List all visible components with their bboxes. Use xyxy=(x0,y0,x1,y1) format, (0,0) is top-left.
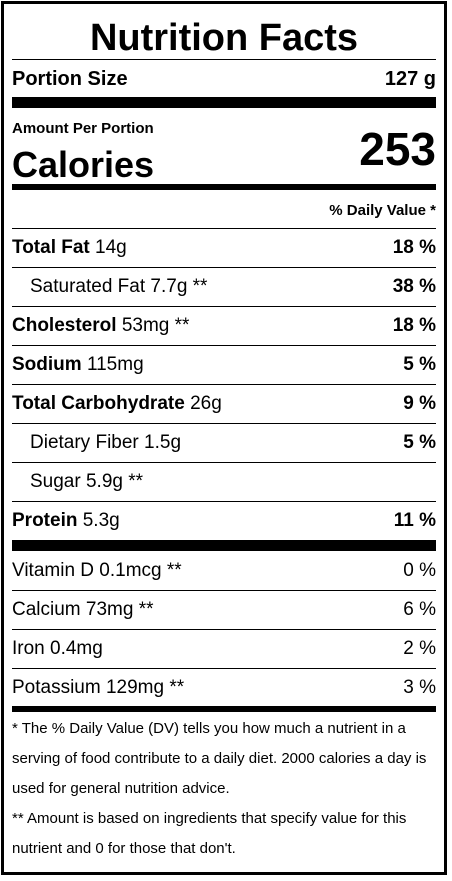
nutrient-dv: 5 % xyxy=(403,354,436,375)
nutrient-name: Saturated Fat xyxy=(30,276,146,297)
nutrient-amount: 14g xyxy=(95,237,127,258)
divider-medium xyxy=(12,184,436,190)
nutrient-dv: 18 % xyxy=(392,315,436,336)
vitamin-dv: 2 % xyxy=(403,638,436,659)
nutrient-dv: 11 % xyxy=(393,510,436,531)
portion-size-label: Portion Size xyxy=(12,67,128,90)
portion-size-value: 127 g xyxy=(384,67,436,90)
nutrient-row-protein: Protein 5.3g 11 % xyxy=(12,502,436,540)
divider xyxy=(12,590,436,591)
nutrient-name: Sugar xyxy=(30,471,81,492)
vitamin-text: Iron 0.4mg xyxy=(12,638,103,659)
vitamin-text: Vitamin D 0.1mcg ** xyxy=(12,560,182,581)
vitamin-row-iron: Iron 0.4mg 2 % xyxy=(12,630,436,668)
nutrient-amount: 26g xyxy=(190,393,222,414)
nutrient-amount: 53mg ** xyxy=(121,315,190,336)
footnote-daily-value: * The % Daily Value (DV) tells you how m… xyxy=(12,720,427,797)
nutrient-dv: 18 % xyxy=(392,237,436,258)
divider xyxy=(12,267,436,268)
vitamin-dv: 6 % xyxy=(403,599,436,620)
calories-label: Calories xyxy=(12,144,155,185)
vitamin-dv: 3 % xyxy=(403,677,436,698)
nutrient-dv: 5 % xyxy=(403,432,436,453)
nutrient-dv: 38 % xyxy=(392,276,436,297)
divider-thick xyxy=(12,97,436,108)
divider xyxy=(12,501,436,502)
nutrient-name: Cholesterol xyxy=(12,315,117,336)
nutrient-amount: 115mg xyxy=(86,354,144,375)
label-title: Nutrition Facts xyxy=(89,17,359,59)
nutrient-row-saturated-fat: Saturated Fat 7.7g ** 38 % xyxy=(12,268,436,306)
divider xyxy=(12,384,436,385)
nutrient-row-sodium: Sodium 115mg 5 % xyxy=(12,346,436,384)
nutrient-row-cholesterol: Cholesterol 53mg ** 18 % xyxy=(12,307,436,345)
calories-value: 253 xyxy=(359,123,436,175)
nutrient-name: Protein xyxy=(12,510,78,531)
divider-thick xyxy=(12,540,436,551)
nutrient-name: Total Fat xyxy=(12,237,90,258)
nutrient-amount: 1.5g xyxy=(144,432,182,453)
nutrient-row-total-carbohydrate: Total Carbohydrate 26g 9 % xyxy=(12,385,436,423)
vitamin-row-potassium: Potassium 129mg ** 3 % xyxy=(12,669,436,707)
nutrient-row-dietary-fiber: Dietary Fiber 1.5g 5 % xyxy=(12,424,436,462)
footnotes: * The % Daily Value (DV) tells you how m… xyxy=(12,714,436,864)
divider xyxy=(12,228,436,229)
divider xyxy=(12,629,436,630)
amount-per-portion-label: Amount Per Portion xyxy=(12,120,154,137)
portion-size-row: Portion Size 127 g xyxy=(12,60,436,98)
divider xyxy=(12,668,436,669)
nutrient-dv: 9 % xyxy=(403,393,436,414)
nutrient-row-total-fat: Total Fat 14g 18 % xyxy=(12,229,436,267)
divider xyxy=(12,462,436,463)
vitamin-text: Calcium 73mg ** xyxy=(12,599,154,620)
daily-value-header-row: % Daily Value * xyxy=(12,191,436,229)
divider-medium xyxy=(12,706,436,712)
nutrition-facts-label: Nutrition Facts Portion Size 127 g Amoun… xyxy=(1,1,447,875)
nutrient-amount: 5.3g xyxy=(82,510,120,531)
divider xyxy=(12,423,436,424)
footnote-amount-basis: ** Amount is based on ingredients that s… xyxy=(12,810,407,857)
vitamin-text: Potassium 129mg ** xyxy=(12,677,185,698)
vitamin-dv: 0 % xyxy=(403,560,436,581)
nutrient-name: Sodium xyxy=(12,354,82,375)
divider xyxy=(12,345,436,346)
vitamin-row-vitamin-d: Vitamin D 0.1mcg ** 0 % xyxy=(12,552,436,590)
nutrient-amount: 7.7g ** xyxy=(150,276,208,297)
nutrient-name: Dietary Fiber xyxy=(30,432,139,453)
nutrient-name: Total Carbohydrate xyxy=(12,393,185,414)
nutrient-row-sugar: Sugar 5.9g ** xyxy=(12,463,436,501)
divider xyxy=(12,59,436,60)
divider xyxy=(12,306,436,307)
daily-value-header: % Daily Value * xyxy=(329,201,436,219)
vitamin-row-calcium: Calcium 73mg ** 6 % xyxy=(12,591,436,629)
nutrient-amount: 5.9g ** xyxy=(85,471,144,492)
